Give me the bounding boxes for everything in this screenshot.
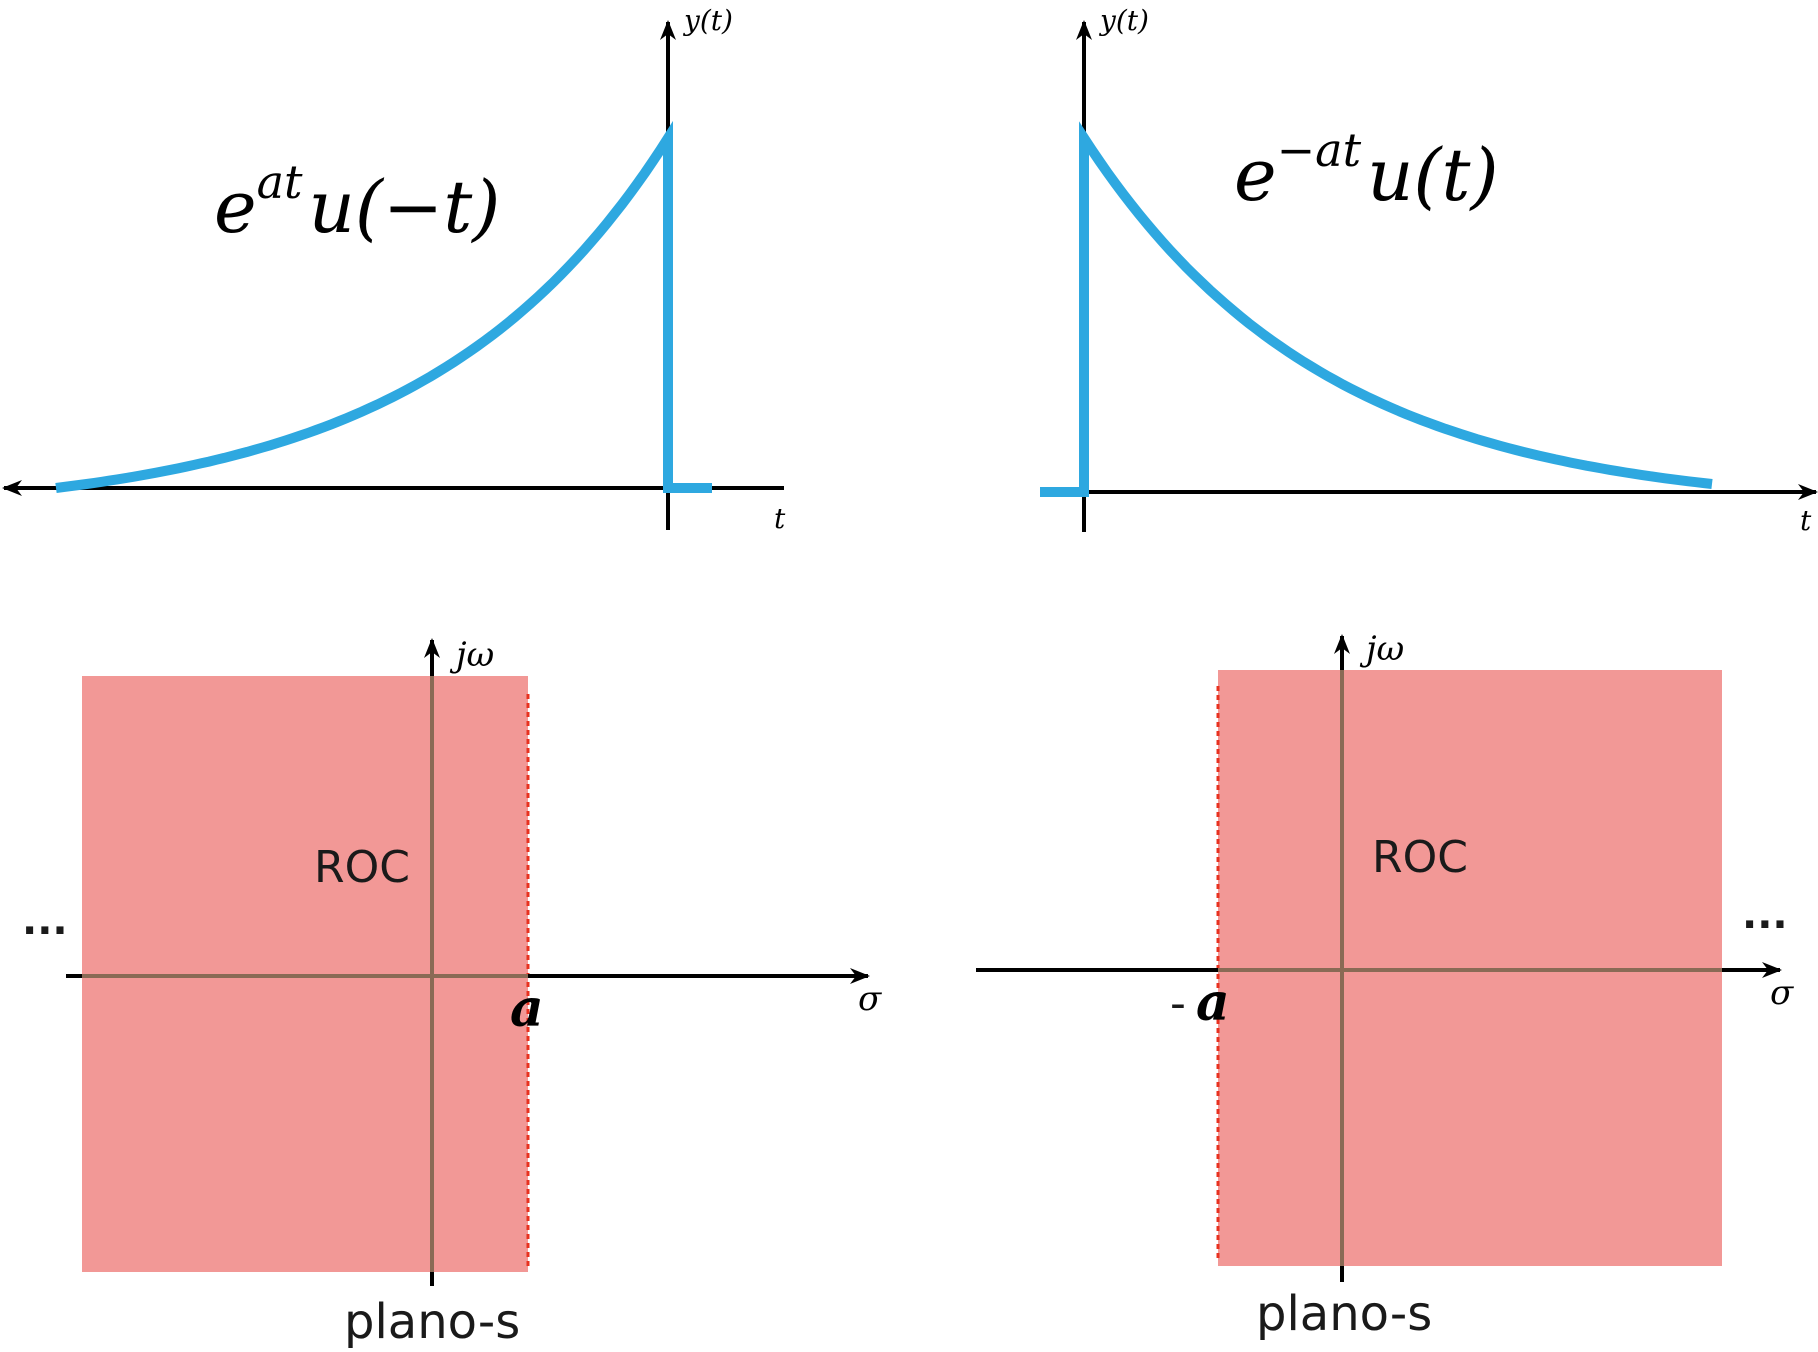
sigma-label-left: σ [858,979,882,1019]
boundary-prefix-right: - [1170,978,1186,1029]
jw-label-left: jω [449,635,494,675]
sigma-label-right: σ [1770,973,1794,1013]
top-left-signal-plot: y(t) t eatu(−t) [2,4,786,535]
ellipsis-right: ... [1742,892,1788,938]
roc-label-left: ROC [314,842,410,893]
jw-label-right: jω [1359,629,1404,669]
bottom-left-s-plane: jω σ ROC ... a plano-s [22,635,882,1350]
ellipsis-left: ... [22,898,68,944]
plane-label-left: plano-s [344,1294,520,1350]
formula-left-exponent: at [257,155,303,209]
formula-left-base: e [214,165,257,249]
plane-label-right: plano-s [1256,1286,1432,1342]
formula-left: eatu(−t) [214,155,500,249]
top-right-signal-plot: y(t) t e−atu(t) [1040,4,1818,537]
y-axis-label-left: y(t) [682,4,733,37]
roc-label-right: ROC [1372,832,1468,883]
y-axis-label-right: y(t) [1098,4,1149,37]
t-axis-label-left: t [774,502,786,535]
formula-right-base: e [1234,133,1277,217]
bottom-right-s-plane: jω σ ROC ... - a plano-s [976,629,1794,1342]
formula-right-rest: u(t) [1367,133,1498,217]
t-axis-label-right: t [1800,504,1812,537]
signal-curve-right [1040,121,1713,497]
boundary-label-left: a [510,978,544,1039]
formula-left-rest: u(−t) [309,165,501,249]
signal-curve-left [55,120,712,493]
formula-right-exponent: −at [1277,123,1362,177]
formula-right: e−atu(t) [1234,123,1499,217]
boundary-label-right: a [1196,972,1230,1033]
